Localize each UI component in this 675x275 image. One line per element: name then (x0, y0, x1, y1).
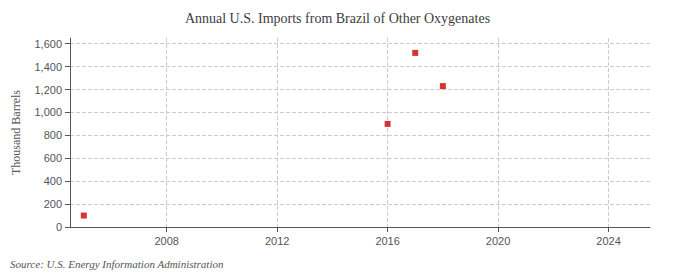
svg-text:1,400: 1,400 (34, 61, 62, 73)
svg-text:200: 200 (44, 198, 62, 210)
svg-text:2012: 2012 (265, 235, 289, 247)
svg-text:0: 0 (56, 221, 62, 233)
svg-text:Source: U.S. Energy Informatio: Source: U.S. Energy Information Administ… (10, 258, 224, 270)
svg-text:1,200: 1,200 (34, 84, 62, 96)
svg-text:2016: 2016 (375, 235, 399, 247)
svg-text:2024: 2024 (596, 235, 620, 247)
svg-text:400: 400 (44, 175, 62, 187)
svg-text:2020: 2020 (486, 235, 510, 247)
svg-text:600: 600 (44, 152, 62, 164)
svg-text:Thousand Barrels: Thousand Barrels (9, 90, 23, 175)
svg-text:Annual U.S. Imports from Brazi: Annual U.S. Imports from Brazil of Other… (185, 11, 490, 26)
svg-text:1,000: 1,000 (34, 106, 62, 118)
svg-text:1,600: 1,600 (34, 38, 62, 50)
svg-text:800: 800 (44, 129, 62, 141)
svg-text:2008: 2008 (154, 235, 178, 247)
